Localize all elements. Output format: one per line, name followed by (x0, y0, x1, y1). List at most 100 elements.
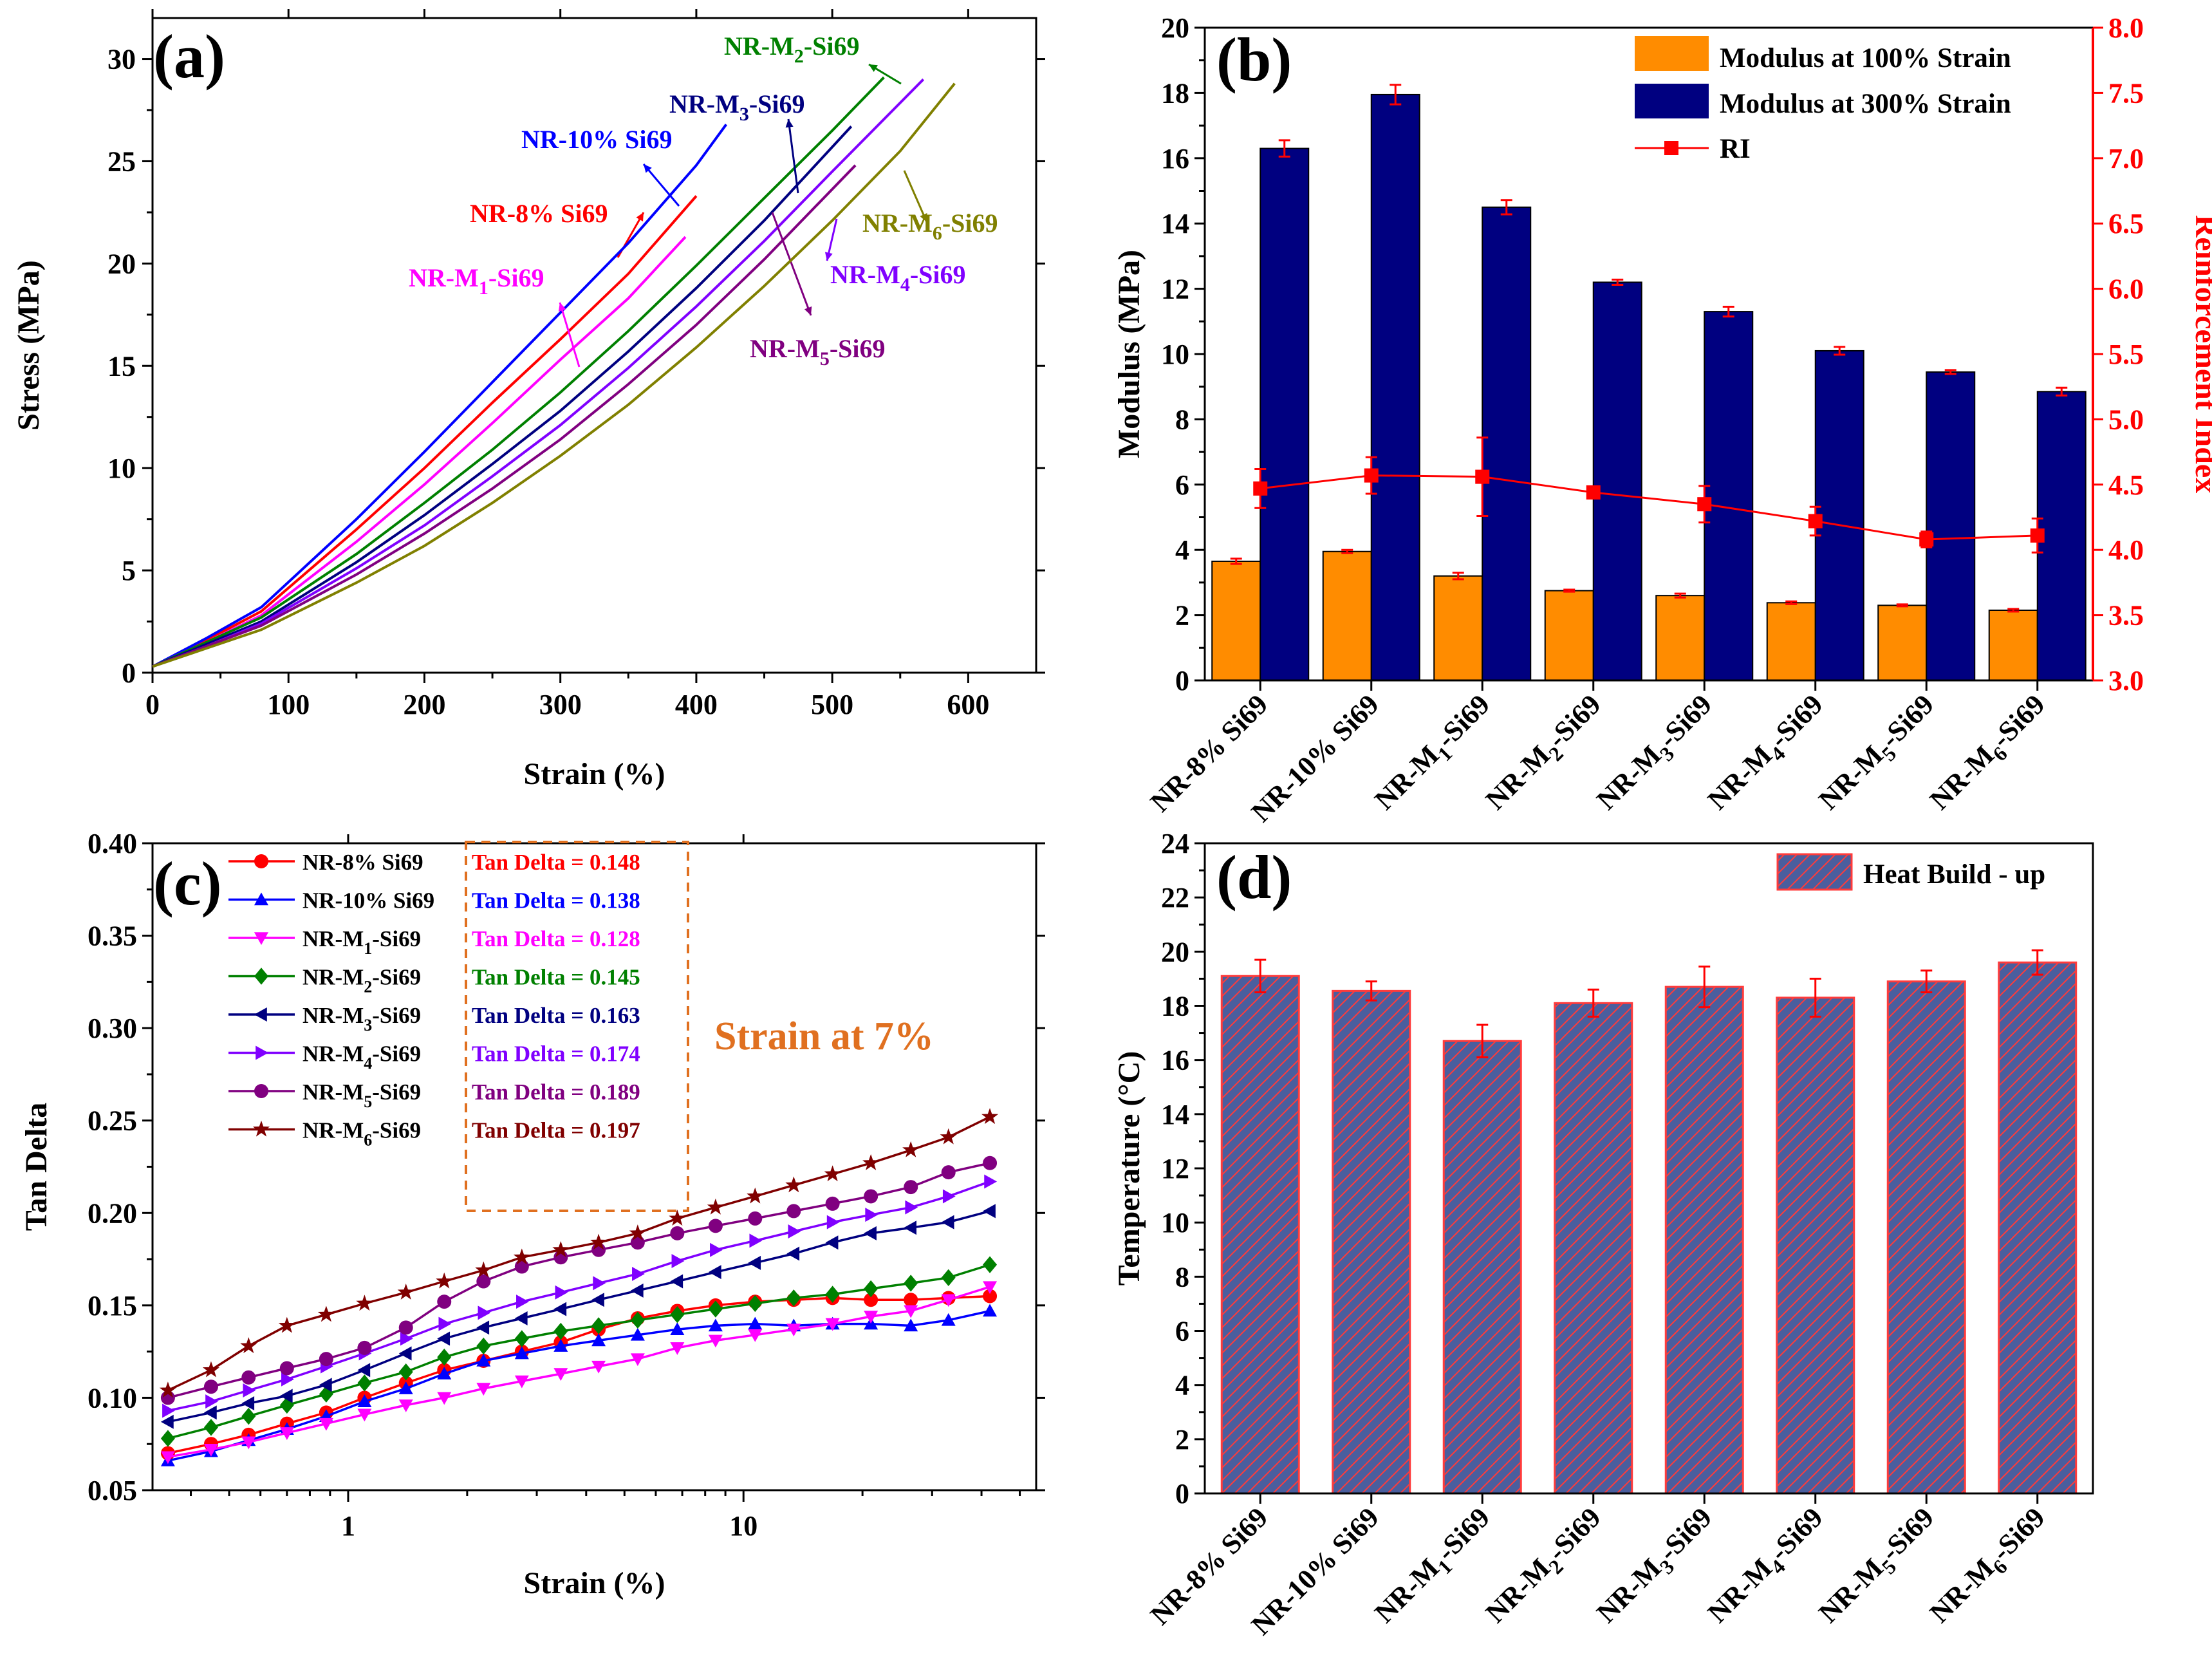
data-point (160, 1430, 175, 1447)
data-point (478, 1305, 491, 1320)
x-axis-label: Strain (%) (524, 757, 665, 791)
data-point (553, 1368, 568, 1381)
legend-label-nr-m3-si69-part: -Si69 (372, 1003, 421, 1028)
data-point (630, 1327, 645, 1341)
data-point (904, 1318, 918, 1332)
data-point (825, 1196, 840, 1211)
data-point (864, 1189, 878, 1204)
series-label-nr-m5-si69: NR-M5-Si69 (750, 334, 886, 369)
y-tick-label: 0.40 (88, 828, 137, 859)
legend-label-nr-m4-si69: NR-M4-Si69 (302, 1042, 421, 1073)
y-tick-label: 8 (1175, 404, 1189, 435)
legend-label-100: Modulus at 100% Strain (1720, 43, 2011, 73)
y-tick-label: 10 (107, 453, 136, 484)
y2-tick-label: 3.0 (2108, 665, 2144, 697)
series-line-nr-m2-si69 (152, 76, 885, 668)
data-point (437, 1367, 452, 1379)
leader-arrowhead (804, 306, 812, 315)
data-point (748, 1211, 763, 1226)
leader-nr-m5-si69 (771, 212, 812, 316)
y-tick-label: 8 (1175, 1261, 1189, 1293)
series-label-nr-m6-si69: NR-M6-Si69 (862, 209, 998, 244)
leader-nr-m6-si69 (903, 170, 928, 223)
bar-modulus-300 (1259, 147, 1310, 681)
series-label-nr-m6-si69-part: NR-M (862, 209, 933, 238)
series-line-nr-8-si69 (167, 1295, 990, 1455)
bar-heat-build-up (1220, 975, 1300, 1495)
data-point (553, 1322, 568, 1340)
data-point (630, 1283, 644, 1298)
leader-nr-m3-si69 (787, 118, 799, 194)
data-point (553, 1302, 567, 1316)
data-point (203, 1405, 217, 1420)
x-category-label: NR-M1-Si69 (1368, 688, 1500, 819)
data-point (357, 1363, 371, 1378)
y-tick-label: 0.30 (88, 1013, 137, 1044)
series-line-nr-m1-si69 (152, 236, 687, 668)
data-point (319, 1352, 333, 1367)
data-point (826, 1215, 840, 1230)
series-line-nr-8-si69 (152, 195, 698, 668)
data-point (942, 1189, 956, 1204)
leader-arrowhead (644, 164, 652, 173)
data-point (940, 1128, 957, 1145)
x-tick-label: 500 (811, 689, 853, 720)
data-point (671, 1253, 685, 1268)
ri-point (1475, 469, 1490, 484)
data-point (553, 1339, 568, 1352)
data-point (476, 1354, 491, 1367)
data-point (593, 1276, 606, 1291)
legend-marker (254, 892, 268, 906)
series-line-nr-10-si69 (152, 124, 728, 668)
data-point (748, 1295, 763, 1313)
y-tick-label: 0.15 (88, 1290, 137, 1322)
data-point (904, 1305, 918, 1318)
legend-label-nr-m2-si69: NR-M2-Si69 (302, 965, 421, 996)
data-point (357, 1408, 372, 1422)
data-point (438, 1316, 452, 1331)
series-label-nr-m6-si69-part: -Si69 (942, 209, 998, 238)
legend-marker (254, 1007, 267, 1022)
legend-label-nr-m2-si69-part: -Si69 (372, 965, 421, 990)
legend-marker (252, 1120, 270, 1137)
legend-swatch-300 (1635, 84, 1709, 118)
data-point (243, 1383, 256, 1398)
y-tick-label: 0.35 (88, 921, 137, 952)
data-point (708, 1265, 721, 1280)
x-category-label: NR-M6-Si69 (1924, 1501, 2055, 1632)
data-point (281, 1372, 294, 1387)
data-point (552, 1240, 570, 1257)
series-line-nr-m1-si69 (167, 1286, 990, 1459)
series-label-nr-m5-si69-part: -Si69 (830, 334, 886, 363)
data-point (591, 1333, 606, 1347)
series-label-nr-m1-si69-part: -Si69 (488, 263, 544, 292)
data-point (357, 1394, 372, 1407)
bar-modulus-300 (1592, 281, 1642, 681)
ri-point (1919, 532, 1934, 547)
tan-delta-value: Tan Delta = 0.189 (472, 1080, 640, 1105)
legend-marker-ri (1664, 141, 1678, 155)
data-point (241, 1396, 255, 1411)
legend-label-heat: Heat Build - up (1863, 859, 2045, 890)
legend-label-nr-m3-si69-part: NR-M (302, 1003, 364, 1028)
data-point (708, 1318, 723, 1332)
tan-delta-value: Tan Delta = 0.163 (472, 1003, 640, 1028)
data-point (825, 1286, 840, 1303)
ri-point (1697, 497, 1712, 512)
data-point (356, 1295, 373, 1311)
data-point (670, 1322, 685, 1335)
legend-label-nr-m4-si69-subscript: 4 (364, 1054, 372, 1073)
bar-modulus-100 (1877, 604, 1928, 682)
y-tick-label: 6 (1175, 469, 1189, 501)
legend-marker (254, 968, 268, 985)
series-line-nr-m3-si69 (167, 1210, 990, 1423)
y-tick-label: 0.25 (88, 1105, 137, 1137)
bar-heat-build-up (1664, 986, 1744, 1495)
ri-point (1808, 514, 1823, 528)
series-label-nr-m3-si69-subscript: 3 (739, 104, 749, 125)
series-line-nr-m6-si69 (152, 82, 956, 668)
bar-heat-build-up (1776, 996, 1855, 1495)
data-point (983, 1256, 998, 1273)
data-point (905, 1200, 918, 1215)
